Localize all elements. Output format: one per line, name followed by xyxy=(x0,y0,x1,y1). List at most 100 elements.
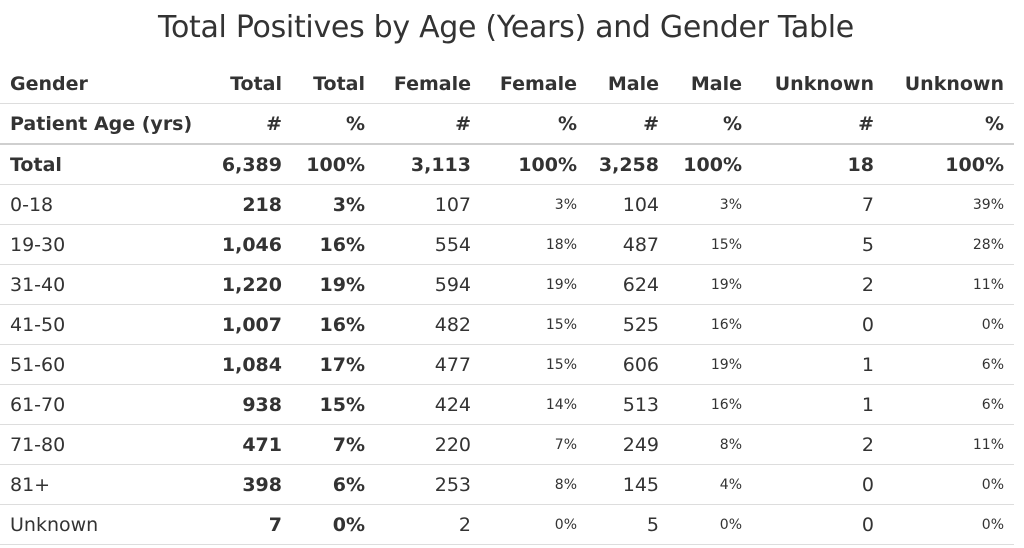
unknown-count-cell: 0 xyxy=(752,304,884,345)
male-count-cell: 487 xyxy=(587,224,669,265)
age-cell: 61-70 xyxy=(0,384,200,425)
total-percent-cell: 7% xyxy=(292,424,375,465)
unknown-percent-cell: 6% xyxy=(884,384,1014,425)
table-row: Unknown 7 0% 2 0% 5 0% 0 0% xyxy=(0,504,1014,545)
header-cell: # xyxy=(587,103,669,145)
header-cell: % xyxy=(292,103,375,145)
header-cell: Unknown xyxy=(752,64,884,104)
female-count-cell: 477 xyxy=(375,344,481,385)
header-row-age: Patient Age (yrs) # % # % # % # % xyxy=(0,103,1014,145)
unknown-count-cell: 1 xyxy=(752,344,884,385)
male-percent-cell: 19% xyxy=(669,264,752,305)
female-percent-cell: 8% xyxy=(481,464,587,505)
total-percent-cell: 3% xyxy=(292,184,375,225)
total-count-cell: 6,389 xyxy=(200,144,292,185)
female-count-cell: 2 xyxy=(375,504,481,545)
header-cell: # xyxy=(375,103,481,145)
table-title: Total Positives by Age (Years) and Gende… xyxy=(158,10,854,45)
header-cell: # xyxy=(200,103,292,145)
age-cell: 0-18 xyxy=(0,184,200,225)
unknown-percent-cell: 6% xyxy=(884,344,1014,385)
male-count-cell: 5 xyxy=(587,504,669,545)
total-count-cell: 471 xyxy=(200,424,292,465)
male-percent-cell: 19% xyxy=(669,344,752,385)
total-count-cell: 1,084 xyxy=(200,344,292,385)
male-percent-cell: 16% xyxy=(669,304,752,345)
total-row: Total 6,389 100% 3,113 100% 3,258 100% 18 100% xyxy=(0,144,1014,185)
unknown-percent-cell: 0% xyxy=(884,504,1014,545)
female-percent-cell: 19% xyxy=(481,264,587,305)
header-cell: % xyxy=(669,103,752,145)
unknown-percent-cell: 11% xyxy=(884,424,1014,465)
header-cell: % xyxy=(884,103,1014,145)
header-cell: Total xyxy=(200,64,292,104)
unknown-percent-cell: 39% xyxy=(884,184,1014,225)
male-percent-cell: 4% xyxy=(669,464,752,505)
female-percent-cell: 3% xyxy=(481,184,587,225)
female-count-cell: 107 xyxy=(375,184,481,225)
total-percent-cell: 16% xyxy=(292,224,375,265)
age-cell: 71-80 xyxy=(0,424,200,465)
total-count-cell: 218 xyxy=(200,184,292,225)
table-row: 81+ 398 6% 253 8% 145 4% 0 0% xyxy=(0,464,1014,505)
female-count-cell: 424 xyxy=(375,384,481,425)
positives-table: Gender Total Total Female Female Male Ma… xyxy=(0,64,1014,545)
unknown-count-cell: 0 xyxy=(752,464,884,505)
male-count-cell: 145 xyxy=(587,464,669,505)
total-percent-cell: 15% xyxy=(292,384,375,425)
male-percent-cell: 3% xyxy=(669,184,752,225)
male-percent-cell: 100% xyxy=(669,144,752,185)
female-percent-cell: 100% xyxy=(481,144,587,185)
female-percent-cell: 15% xyxy=(481,344,587,385)
male-percent-cell: 8% xyxy=(669,424,752,465)
total-percent-cell: 19% xyxy=(292,264,375,305)
male-count-cell: 513 xyxy=(587,384,669,425)
male-count-cell: 104 xyxy=(587,184,669,225)
total-count-cell: 938 xyxy=(200,384,292,425)
female-percent-cell: 0% xyxy=(481,504,587,545)
female-percent-cell: 7% xyxy=(481,424,587,465)
unknown-count-cell: 7 xyxy=(752,184,884,225)
total-percent-cell: 100% xyxy=(292,144,375,185)
total-percent-cell: 6% xyxy=(292,464,375,505)
unknown-percent-cell: 0% xyxy=(884,304,1014,345)
age-cell: 41-50 xyxy=(0,304,200,345)
male-count-cell: 606 xyxy=(587,344,669,385)
unknown-percent-cell: 28% xyxy=(884,224,1014,265)
male-count-cell: 3,258 xyxy=(587,144,669,185)
female-count-cell: 594 xyxy=(375,264,481,305)
total-percent-cell: 17% xyxy=(292,344,375,385)
female-count-cell: 253 xyxy=(375,464,481,505)
age-cell: Total xyxy=(0,144,200,185)
header-cell: % xyxy=(481,103,587,145)
table-row: 19-30 1,046 16% 554 18% 487 15% 5 28% xyxy=(0,224,1014,265)
header-cell: Gender xyxy=(0,64,200,104)
age-cell: 31-40 xyxy=(0,264,200,305)
female-count-cell: 3,113 xyxy=(375,144,481,185)
unknown-count-cell: 2 xyxy=(752,264,884,305)
header-cell: Unknown xyxy=(884,64,1014,104)
table-row: 71-80 471 7% 220 7% 249 8% 2 11% xyxy=(0,424,1014,465)
total-count-cell: 7 xyxy=(200,504,292,545)
table-row: 61-70 938 15% 424 14% 513 16% 1 6% xyxy=(0,384,1014,425)
female-count-cell: 482 xyxy=(375,304,481,345)
unknown-percent-cell: 100% xyxy=(884,144,1014,185)
header-cell: Female xyxy=(375,64,481,104)
table-row: 41-50 1,007 16% 482 15% 525 16% 0 0% xyxy=(0,304,1014,345)
male-count-cell: 525 xyxy=(587,304,669,345)
table-row: 51-60 1,084 17% 477 15% 606 19% 1 6% xyxy=(0,344,1014,385)
male-percent-cell: 15% xyxy=(669,224,752,265)
female-count-cell: 220 xyxy=(375,424,481,465)
total-count-cell: 1,046 xyxy=(200,224,292,265)
male-percent-cell: 16% xyxy=(669,384,752,425)
header-row-gender: Gender Total Total Female Female Male Ma… xyxy=(0,64,1014,104)
total-count-cell: 1,007 xyxy=(200,304,292,345)
male-count-cell: 624 xyxy=(587,264,669,305)
unknown-count-cell: 2 xyxy=(752,424,884,465)
header-cell: # xyxy=(752,103,884,145)
female-count-cell: 554 xyxy=(375,224,481,265)
female-percent-cell: 15% xyxy=(481,304,587,345)
total-count-cell: 398 xyxy=(200,464,292,505)
male-count-cell: 249 xyxy=(587,424,669,465)
total-count-cell: 1,220 xyxy=(200,264,292,305)
